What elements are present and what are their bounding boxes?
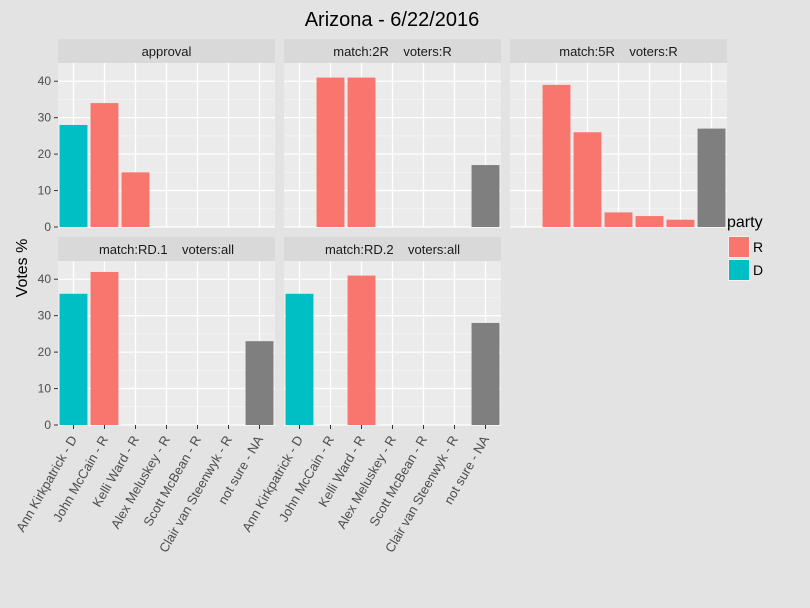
bar (666, 219, 695, 227)
bar (471, 322, 500, 425)
facet-strip-label: match:2R voters:R (333, 44, 451, 59)
bar (471, 165, 500, 227)
legend-label: R (753, 239, 763, 255)
y-tick-label: 20 (38, 345, 52, 359)
legend-swatch (729, 237, 749, 257)
bar (635, 216, 664, 227)
bar (604, 212, 633, 227)
facet-strip-label: match:RD.1 voters:all (99, 242, 234, 257)
bar (542, 84, 571, 227)
y-tick-label: 30 (38, 309, 52, 323)
facet-strip (58, 237, 275, 261)
y-axis-label: Votes % (14, 239, 31, 298)
y-tick-label: 10 (38, 382, 52, 396)
legend: party RD (727, 214, 763, 281)
facet-grid: approval 0 10 20 30 40 match:2R voters:R match:… (38, 39, 727, 432)
bar (59, 293, 88, 425)
legend-title: party (727, 214, 763, 231)
facet-strip (284, 39, 501, 63)
bar (316, 77, 345, 227)
facet-panel: match:RD.2 voters:all (284, 237, 501, 426)
legend-swatch (729, 260, 749, 280)
facet-strip (510, 39, 727, 63)
y-tick-label: 30 (38, 111, 52, 125)
y-tick-label: 10 (38, 184, 52, 198)
bar (285, 293, 314, 425)
bar (245, 341, 274, 425)
facet-panel: match:RD.1 voters:all 0 10 20 30 40 (38, 237, 275, 432)
bar (90, 103, 119, 227)
facet-panel: match:2R voters:R (284, 39, 501, 228)
y-tick-label: 0 (44, 418, 51, 432)
facet-panel: match:5R voters:R (510, 39, 727, 228)
facet-strip (58, 39, 275, 63)
y-tick-label: 0 (44, 220, 51, 234)
facet-strip-label: match:RD.2 voters:all (325, 242, 460, 257)
facet-strip-label: match:5R voters:R (559, 44, 677, 59)
bar (347, 275, 376, 425)
chart-title: Arizona - 6/22/2016 (305, 9, 480, 31)
facet-strip-label: approval (142, 44, 192, 59)
y-tick-label: 20 (38, 147, 52, 161)
bar (697, 128, 726, 227)
legend-label: D (753, 262, 763, 278)
facet-panel: approval 0 10 20 30 40 (38, 39, 275, 234)
bar (347, 77, 376, 227)
y-tick-label: 40 (38, 74, 52, 88)
bar (573, 132, 602, 227)
facet-strip (284, 237, 501, 261)
bar (121, 172, 150, 227)
bar (59, 124, 88, 227)
bar (90, 271, 119, 425)
y-tick-label: 40 (38, 272, 52, 286)
